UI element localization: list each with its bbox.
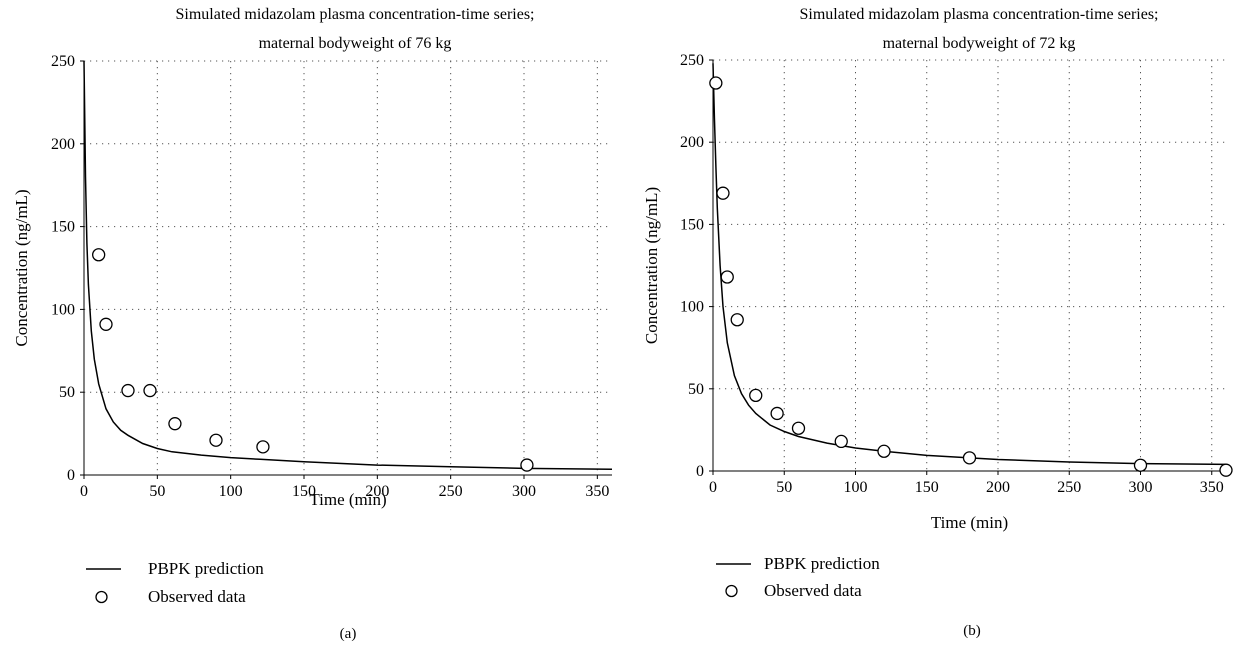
legend: PBPK prediction Observed data bbox=[716, 554, 880, 600]
observed-data-point bbox=[143, 383, 157, 398]
chart-subtitle: maternal bodyweight of 76 kg bbox=[259, 35, 452, 52]
x-tick-label: 300 bbox=[1129, 479, 1153, 496]
observed-data-point bbox=[877, 444, 891, 458]
y-tick-label: 50 bbox=[688, 381, 704, 398]
x-tick-label: 250 bbox=[439, 483, 463, 500]
legend-circle-marker bbox=[725, 584, 738, 598]
y-tick-label: 100 bbox=[51, 301, 75, 318]
series-line-pbpk-prediction bbox=[712, 63, 1227, 466]
y-tick-label: 50 bbox=[59, 384, 75, 401]
y-tick-label: 250 bbox=[51, 53, 75, 70]
y-axis-label: Concentration (ng/mL) bbox=[642, 187, 661, 344]
observed-data-point bbox=[1219, 463, 1233, 477]
y-tick-label: 200 bbox=[680, 134, 704, 151]
observed-data-point bbox=[168, 417, 182, 431]
y-tick-label: 150 bbox=[680, 216, 704, 233]
panel-label: (a) bbox=[340, 626, 357, 642]
observed-data-point bbox=[834, 434, 848, 449]
observed-data-point bbox=[92, 248, 106, 262]
chart-title: Simulated midazolam plasma concentration… bbox=[800, 6, 1159, 23]
observed-data-point bbox=[1133, 458, 1148, 472]
legend-circle-marker bbox=[95, 590, 108, 604]
y-tick-label: 0 bbox=[67, 467, 75, 484]
legend-label-observed-data: Observed data bbox=[148, 587, 246, 606]
x-tick-label: 0 bbox=[709, 479, 717, 496]
x-tick-label: 50 bbox=[776, 479, 792, 496]
observed-data-point bbox=[716, 186, 730, 200]
series-line-pbpk-prediction bbox=[83, 60, 613, 470]
x-tick-label: 0 bbox=[80, 483, 88, 500]
chart-subtitle: maternal bodyweight of 72 kg bbox=[883, 35, 1076, 52]
observed-data-point bbox=[520, 458, 534, 472]
chart-title: Simulated midazolam plasma concentration… bbox=[176, 6, 535, 23]
y-tick-label: 200 bbox=[51, 136, 75, 153]
x-tick-label: 200 bbox=[365, 483, 389, 500]
observed-data-point bbox=[256, 440, 270, 454]
x-tick-label: 150 bbox=[292, 483, 316, 500]
x-axis-label: Time (min) bbox=[309, 490, 386, 509]
observed-data-point bbox=[121, 383, 135, 398]
y-tick-label: 0 bbox=[696, 463, 704, 480]
observed-data-point bbox=[791, 421, 806, 435]
observed-data-point bbox=[209, 433, 223, 447]
panel-label: (b) bbox=[963, 623, 981, 639]
observed-data-point bbox=[749, 388, 763, 403]
observed-data-point bbox=[720, 270, 734, 284]
x-tick-label: 150 bbox=[915, 479, 939, 496]
legend-label-observed-data: Observed data bbox=[764, 581, 862, 600]
x-tick-label: 250 bbox=[1057, 479, 1081, 496]
legend: PBPK prediction Observed data bbox=[86, 559, 264, 606]
x-axis-label: Time (min) bbox=[931, 513, 1008, 532]
y-tick-label: 250 bbox=[680, 52, 704, 69]
legend-label-pbpk-prediction: PBPK prediction bbox=[764, 554, 880, 573]
y-tick-label: 150 bbox=[51, 219, 75, 236]
legend-label-pbpk-prediction: PBPK prediction bbox=[148, 559, 264, 578]
observed-data-point bbox=[99, 317, 113, 331]
y-tick-label: 100 bbox=[680, 299, 704, 316]
x-tick-label: 300 bbox=[512, 483, 536, 500]
x-tick-label: 200 bbox=[986, 479, 1010, 496]
x-tick-label: 100 bbox=[844, 479, 868, 496]
x-tick-label: 350 bbox=[1200, 479, 1224, 496]
observed-data-point bbox=[730, 313, 744, 327]
observed-data-point bbox=[709, 76, 723, 90]
x-tick-label: 100 bbox=[219, 483, 243, 500]
x-tick-label: 50 bbox=[149, 483, 165, 500]
chart-panel-b: Simulated midazolam plasma concentration… bbox=[642, 6, 1233, 639]
chart-panel-a: Simulated midazolam plasma concentration… bbox=[12, 6, 613, 642]
observed-data-point bbox=[962, 451, 977, 465]
x-tick-label: 350 bbox=[585, 483, 609, 500]
y-axis-label: Concentration (ng/mL) bbox=[12, 189, 31, 346]
observed-data-point bbox=[770, 406, 784, 421]
